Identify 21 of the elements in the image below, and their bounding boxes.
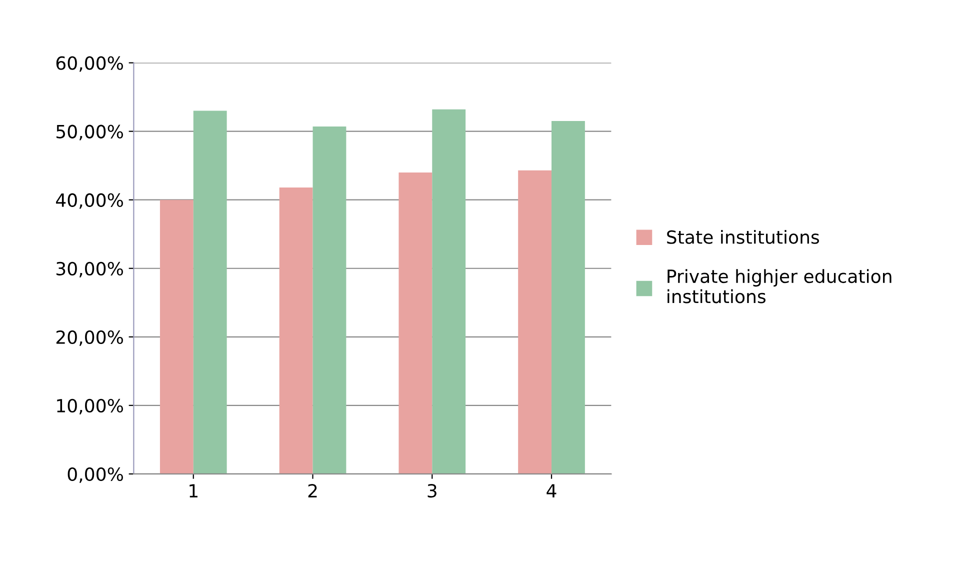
y-tick-label: 20,00% (56, 330, 123, 346)
bar (518, 170, 552, 474)
y-tick-label: 30,00% (56, 262, 123, 278)
x-tick-label: 3 (428, 484, 436, 498)
y-tick-label: 0,00% (68, 467, 123, 483)
y-tick-label: 60,00% (56, 56, 123, 72)
x-tick-label: 2 (308, 484, 317, 498)
y-tick-label: 10,00% (57, 398, 123, 414)
legend-label: Private highjer education institutions (668, 269, 892, 304)
bar (398, 172, 432, 474)
bar (193, 110, 227, 474)
y-tick-label: 40,00% (56, 193, 123, 209)
x-tick-label: 1 (190, 484, 198, 498)
bar (432, 109, 466, 474)
y-tick-label: 50,00% (56, 124, 123, 140)
legend-label: State institutions (667, 230, 820, 244)
bar (552, 121, 585, 474)
bar (160, 200, 194, 474)
bar (312, 126, 346, 474)
bar (279, 188, 313, 474)
x-tick-label: 4 (546, 484, 556, 498)
